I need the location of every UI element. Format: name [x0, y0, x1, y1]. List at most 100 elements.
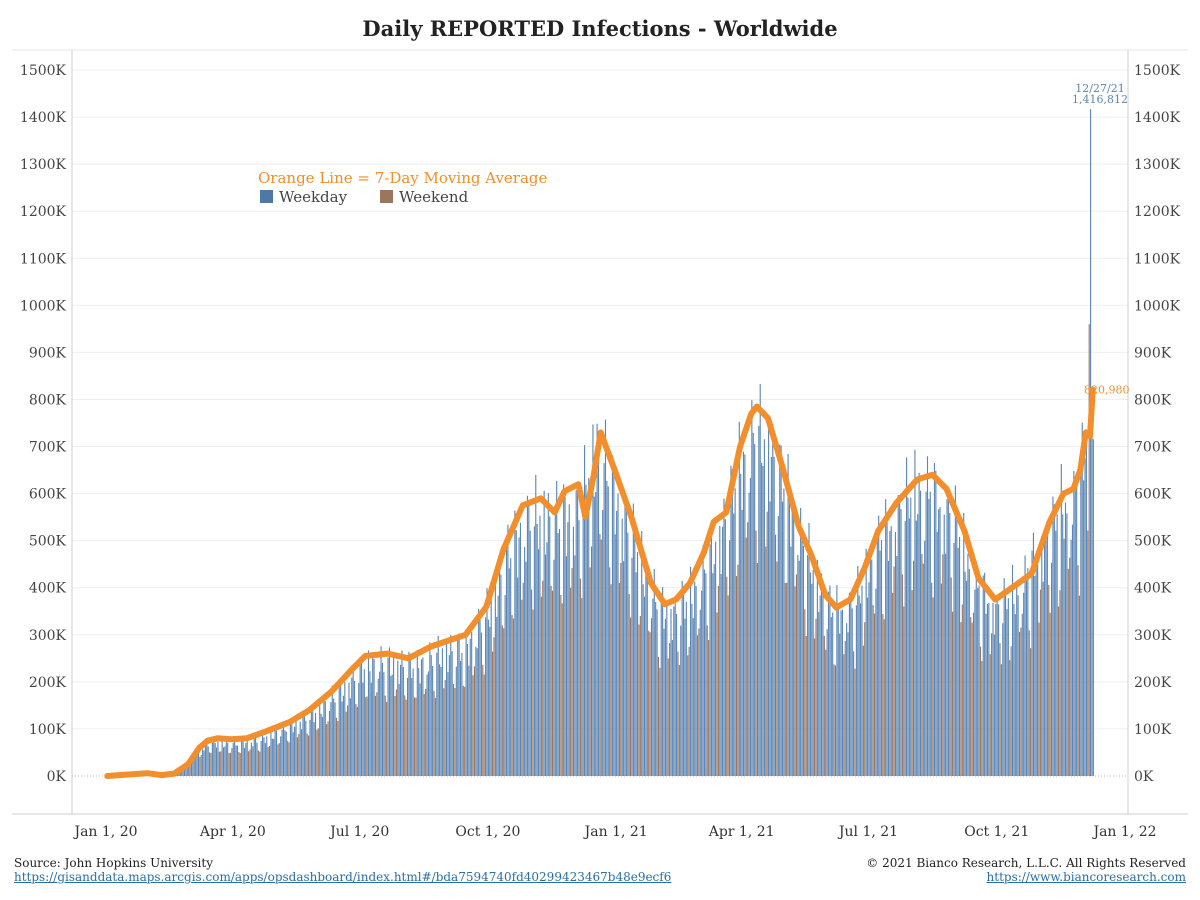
bar [553, 559, 555, 776]
bar [299, 721, 301, 776]
bar [995, 603, 997, 776]
bar [744, 454, 746, 776]
bar [220, 751, 222, 776]
bar [485, 617, 487, 776]
bar [1053, 504, 1055, 776]
bar [628, 594, 630, 776]
bar [599, 534, 601, 776]
bar [1013, 603, 1015, 776]
bar [234, 738, 236, 776]
bar [459, 660, 462, 776]
bar [763, 439, 765, 776]
bar [1007, 598, 1009, 776]
bar [531, 589, 533, 776]
bar [305, 720, 307, 776]
x-tick-label: Jul 1, 20 [328, 824, 389, 840]
bar [282, 721, 285, 776]
bar [256, 742, 258, 776]
bar [699, 609, 701, 776]
bar [465, 629, 467, 776]
site-link[interactable]: https://www.biancoresearch.com [986, 870, 1186, 884]
bar [362, 682, 364, 776]
bar [837, 603, 839, 776]
bar [415, 697, 417, 776]
bar [933, 463, 936, 776]
bar [780, 445, 782, 776]
bar [355, 704, 357, 776]
bar [564, 496, 566, 776]
bar [936, 531, 938, 776]
site-link-wrap: https://www.biancoresearch.com [987, 870, 1186, 884]
bar [281, 729, 283, 776]
bar [243, 747, 245, 776]
bar [1011, 564, 1014, 776]
bar [894, 532, 896, 776]
bar [190, 762, 193, 776]
bar [267, 747, 269, 776]
bar [682, 591, 685, 776]
bar [386, 701, 388, 776]
bar [337, 720, 339, 776]
bar [482, 664, 484, 776]
source-link[interactable]: https://gisanddata.maps.arcgis.com/apps/… [14, 870, 672, 884]
bar [742, 451, 745, 776]
bar [338, 686, 340, 776]
x-tick-label: Jan 1, 22 [1091, 824, 1156, 840]
bar [960, 622, 962, 776]
y-tick-label-right: 700K [1134, 440, 1172, 456]
bar [770, 456, 772, 776]
y-tick-label-right: 100K [1134, 722, 1172, 738]
bar [1042, 581, 1044, 776]
bar [773, 456, 775, 776]
bar [225, 739, 227, 776]
bar [425, 688, 427, 776]
bar [451, 651, 453, 776]
bar [953, 543, 955, 776]
bar [228, 753, 230, 776]
bar [395, 689, 397, 776]
bar [253, 737, 255, 776]
bar [348, 682, 350, 776]
bar [250, 742, 252, 776]
bar [560, 594, 562, 776]
bar [310, 705, 312, 776]
bar [289, 721, 292, 776]
bar [326, 723, 328, 776]
y-tick-label-left: 500K [29, 534, 67, 550]
bar [642, 584, 644, 776]
y-ticks-left: 0K 100K 200K 300K 400K 500K 600K 700K 800K 900K 10… [20, 63, 67, 785]
bar [1020, 627, 1022, 776]
bar [839, 633, 841, 776]
bar [321, 716, 324, 776]
bar [363, 669, 365, 776]
bar [400, 664, 402, 776]
bar [662, 586, 664, 776]
bar [649, 632, 651, 776]
bar [429, 642, 431, 776]
bar [374, 695, 377, 776]
bar [306, 733, 308, 776]
bar [440, 666, 442, 776]
bar [678, 664, 680, 776]
bar [666, 605, 668, 776]
bar [961, 604, 963, 776]
bar [768, 421, 770, 776]
bar [447, 672, 449, 776]
bar [631, 557, 633, 776]
bar [1021, 613, 1023, 776]
bar [639, 615, 641, 776]
bar [669, 642, 671, 776]
y-tick-label-right: 500K [1134, 534, 1172, 550]
bar [731, 469, 733, 776]
legend-note: Orange Line = 7-Day Moving Average [258, 169, 548, 187]
y-tick-label-right: 1100K [1134, 251, 1181, 267]
bar [749, 477, 752, 776]
bar [765, 546, 767, 776]
bar [464, 686, 466, 776]
bar [517, 577, 519, 776]
y-tick-label-left: 400K [29, 581, 67, 597]
x-tick-label: Oct 1, 21 [964, 824, 1029, 840]
bar [468, 665, 470, 776]
bar [604, 419, 607, 776]
bar [494, 575, 496, 776]
